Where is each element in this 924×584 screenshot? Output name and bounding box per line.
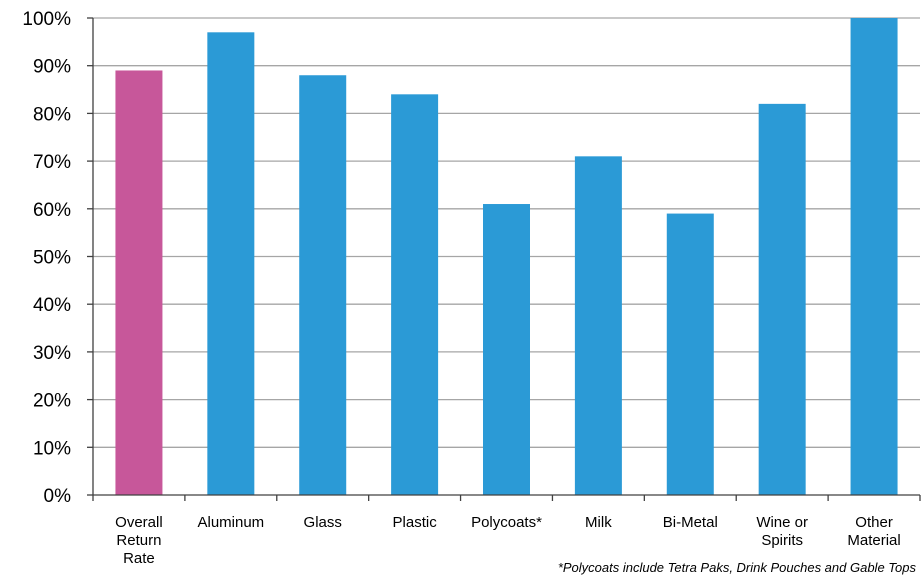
y-tick-label: 50% [33,248,71,269]
x-tick-label: Glass [304,514,342,531]
x-tick-label: Plastic [393,514,438,531]
y-tick-label: 70% [33,152,71,173]
bar [758,103,806,496]
bar [574,156,622,495]
y-tick-label: 10% [33,438,71,459]
x-tick-label: Aluminum [197,514,264,531]
chart-footnote: *Polycoats include Tetra Paks, Drink Pou… [557,560,916,575]
bar [666,213,714,495]
bar [850,18,898,495]
y-axis-ticks: 0% 10% 20% 30% 40% 50% 60% 70% 80% 90% 100% [22,9,93,507]
y-tick-label: 40% [33,295,71,316]
x-tick-label: Overall Return Rate [115,514,163,567]
bar [391,94,439,495]
y-tick-label: 100% [22,9,71,30]
x-tick-label: Wine or Spirits [756,514,808,549]
y-tick-label: 20% [33,391,71,412]
y-tick-label: 30% [33,343,71,364]
bar [115,70,163,495]
bars [115,18,898,496]
bar [483,204,530,495]
x-tick-label: Bi-Metal [663,514,718,531]
y-tick-label: 90% [33,57,71,78]
bar [207,32,255,496]
x-tick-label: Polycoats* [471,514,542,531]
y-tick-label: 60% [33,200,71,221]
bar [299,75,347,496]
x-axis-ticks: Overall Return Rate Aluminum Glass Plastic Pol… [92,495,921,567]
x-tick-label: Milk [585,514,612,531]
x-tick-label: Other Material [847,514,900,549]
y-tick-label: 0% [44,486,72,507]
y-tick-label: 80% [33,104,71,125]
